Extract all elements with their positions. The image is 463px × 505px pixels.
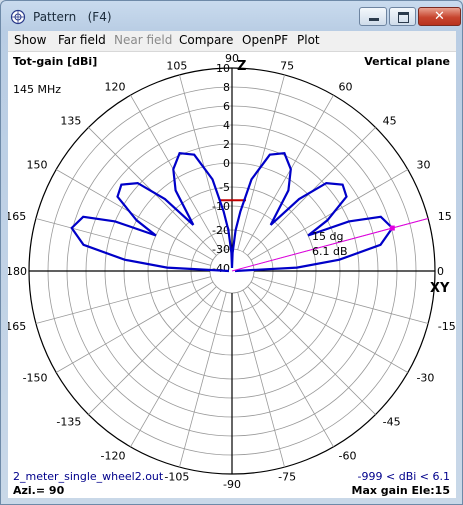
grid-spoke [250, 281, 409, 373]
angle-tick-label: 150 [27, 159, 48, 172]
axis-label-xy: XY [430, 281, 450, 296]
title-bar[interactable]: Pattern (F4) ✕ [1, 1, 462, 31]
plane-label: Vertical plane [364, 55, 450, 68]
close-icon: ✕ [434, 9, 445, 24]
grid-spoke [237, 74, 285, 250]
grid-spoke [35, 276, 211, 324]
pattern-series-line [70, 152, 394, 273]
angle-tick-label: -90 [223, 478, 241, 491]
menu-near-field[interactable]: Near field [114, 33, 173, 47]
radial-tick-label: 2 [223, 138, 230, 151]
close-button[interactable]: ✕ [418, 7, 461, 26]
minimize-button[interactable] [359, 7, 387, 26]
angle-tick-label: 0 [437, 265, 444, 278]
filename-label: 2_meter_single_wheel2.out [13, 470, 164, 483]
angle-tick-label: -165 [8, 320, 26, 333]
angle-tick-label: 90 [225, 52, 239, 65]
radial-tick-label: -30 [212, 243, 230, 256]
radial-tick-label: 4 [223, 119, 230, 132]
max-gain-marker-line [231, 217, 429, 272]
grid-spoke [35, 218, 211, 266]
marker-angle-label: 15 dg [312, 230, 343, 243]
angle-tick-label: 30 [416, 159, 430, 172]
radial-tick-label: -5 [219, 181, 230, 194]
angle-tick-label: -45 [383, 416, 401, 429]
max-gain-label: Max gain Ele:15 [351, 484, 450, 497]
angle-tick-label: 15 [438, 210, 452, 223]
radial-tick-label: 10 [216, 62, 230, 75]
grid-spoke [55, 281, 214, 373]
angle-tick-label: 75 [280, 59, 294, 72]
angle-tick-label: -60 [339, 449, 357, 462]
angle-tick-label: -150 [23, 372, 48, 385]
angle-tick-label: -135 [56, 416, 81, 429]
menu-show[interactable]: Show [14, 33, 47, 47]
maximize-button[interactable] [389, 7, 416, 26]
angle-tick-label: 60 [339, 81, 353, 94]
max-gain-marker-dot [389, 225, 395, 231]
app-icon [10, 9, 26, 25]
angle-tick-label: -75 [278, 471, 296, 484]
angle-tick-label: -15 [438, 320, 456, 333]
frequency-label: 145 MHz [13, 83, 62, 96]
minimize-icon [369, 18, 379, 21]
gain-unit-label: Tot-gain [dBi] [13, 55, 98, 68]
angle-tick-label: -105 [164, 471, 189, 484]
angle-tick-label: 120 [105, 81, 126, 94]
angle-tick-labels: 0153045607590105120135150165180-165-150-… [8, 52, 456, 491]
window-title: Pattern (F4) [33, 10, 112, 24]
angle-tick-label: -120 [101, 449, 126, 462]
angle-tick-label: -30 [416, 372, 434, 385]
angle-tick-label: 165 [8, 210, 26, 223]
angle-tick-label: 45 [383, 114, 397, 127]
menu-bar: Show Far field Near field Compare OpenPF… [8, 31, 456, 52]
grid-spoke [247, 286, 376, 415]
menu-openpf[interactable]: OpenPF [242, 33, 289, 47]
menu-far-field[interactable]: Far field [58, 33, 106, 47]
radial-tick-label: 0 [223, 157, 230, 170]
gain-range-label: -999 < dBi < 6.1 [357, 470, 450, 483]
grid-spoke [179, 292, 227, 468]
maximize-icon [398, 12, 409, 23]
menu-plot[interactable]: Plot [297, 33, 320, 47]
angle-tick-label: 105 [166, 59, 187, 72]
grid-spoke [242, 94, 334, 253]
angle-tick-label: 135 [60, 114, 81, 127]
axis-label-z: Z [237, 59, 246, 74]
polar-chart: 0153045607590105120135150165180-165-150-… [8, 52, 456, 491]
grid-spoke [253, 276, 429, 324]
radial-tick-label: -40 [212, 262, 230, 275]
azimuth-label: Azi.= 90 [13, 484, 65, 497]
menu-compare[interactable]: Compare [179, 33, 234, 47]
grid-spoke [55, 169, 214, 261]
radial-tick-label: -20 [212, 224, 230, 237]
grid-spoke [250, 169, 409, 261]
grid-spoke [237, 292, 285, 468]
grid-spoke [130, 289, 222, 448]
grid-spoke [242, 289, 334, 448]
radial-tick-label: 6 [223, 100, 230, 113]
grid-spoke [88, 286, 217, 415]
grid-spoke [179, 74, 227, 250]
grid-spoke [130, 94, 222, 253]
marker-gain-label: 6.1 dB [312, 245, 348, 258]
radial-tick-label: 8 [223, 81, 230, 94]
pattern-plot-area: 0153045607590105120135150165180-165-150-… [8, 52, 456, 498]
angle-tick-label: 180 [8, 265, 27, 278]
polar-grid [28, 67, 436, 475]
